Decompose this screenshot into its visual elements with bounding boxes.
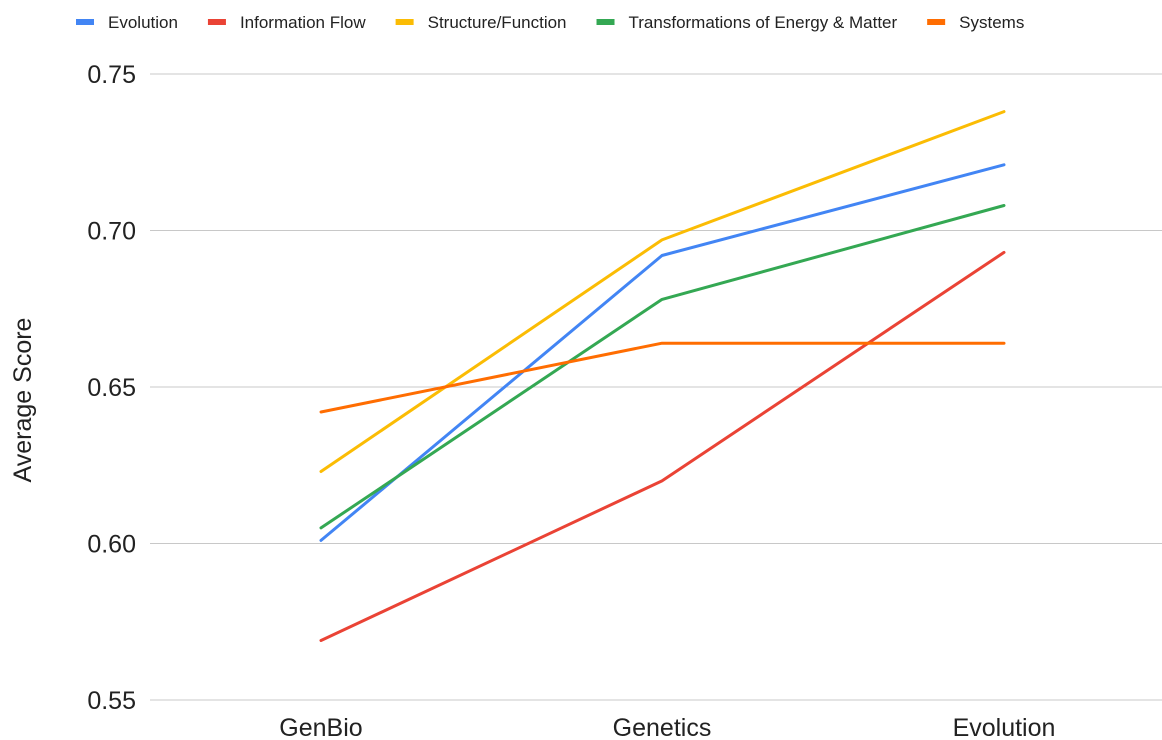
y-tick-label: 0.75	[87, 61, 136, 89]
legend-label: Transformations of Energy & Matter	[629, 13, 898, 32]
y-tick-label: 0.70	[87, 218, 136, 246]
y-tick-label: 0.55	[87, 687, 136, 715]
x-tick-label: Evolution	[953, 714, 1056, 740]
x-axis-ticks: GenBio Genetics Evolution	[279, 714, 1055, 740]
series-line	[319, 341, 1006, 414]
legend-label: Evolution	[108, 13, 178, 32]
y-axis-title: Average Score	[9, 318, 37, 483]
series-line	[319, 110, 1006, 473]
series-line	[319, 163, 1006, 542]
legend-label: Systems	[959, 13, 1024, 32]
series-line	[319, 250, 1006, 642]
legend-label: Information Flow	[240, 13, 366, 32]
legend-swatch	[927, 19, 946, 25]
legend: Evolution Information Flow Structure/Funct…	[76, 13, 1024, 32]
series-line	[319, 204, 1006, 530]
x-tick-label: GenBio	[279, 714, 362, 740]
legend-swatch	[395, 19, 414, 25]
gridlines	[150, 73, 1162, 701]
y-tick-label: 0.60	[87, 531, 136, 559]
legend-swatch	[76, 19, 94, 25]
y-axis-ticks: 0.55 0.60 0.65 0.70 0.75	[87, 61, 136, 715]
series-lines	[319, 110, 1006, 642]
legend-swatch	[207, 19, 226, 25]
y-tick-label: 0.65	[87, 374, 136, 402]
legend-label: Structure/Function	[428, 13, 567, 32]
legend-swatch	[596, 19, 615, 25]
x-tick-label: Genetics	[613, 714, 712, 740]
